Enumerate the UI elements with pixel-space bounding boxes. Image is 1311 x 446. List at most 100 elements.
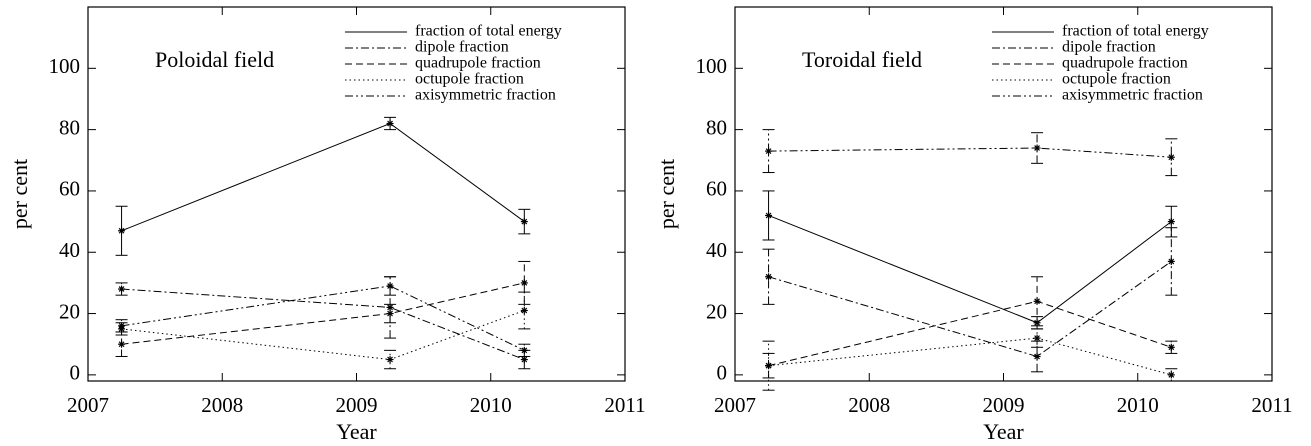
marker [118, 340, 126, 348]
x-tick-label: 2011 [1251, 393, 1292, 417]
marker-stroke [1168, 371, 1175, 378]
x-tick-label: 2008 [848, 393, 890, 417]
error-bar [518, 260, 531, 305]
panel-title: Poloidal field [155, 47, 274, 72]
marker [1167, 371, 1175, 379]
marker [1167, 257, 1175, 265]
marker [765, 211, 773, 219]
marker-stroke [521, 356, 528, 363]
legend-label: fraction of total energy [1062, 23, 1209, 40]
marker-stroke [765, 273, 772, 280]
y-tick-label: 40 [706, 238, 727, 262]
legend-label: axisymmetric fraction [1062, 87, 1203, 104]
marker-stroke [765, 148, 772, 154]
series-line [121, 285, 525, 351]
legend-label: axisymmetric fraction [415, 87, 556, 104]
x-tick-label: 2009 [983, 393, 1025, 417]
marker-stroke [118, 286, 125, 292]
marker-stroke [118, 341, 125, 348]
marker-stroke [1034, 145, 1040, 151]
marker [386, 310, 394, 318]
y-tick-label: 20 [59, 299, 80, 323]
y-axis-label: per cent [654, 159, 679, 229]
x-tick-label: 2010 [470, 393, 512, 417]
marker-stroke [387, 120, 393, 127]
marker-stroke [765, 212, 772, 219]
y-tick-label: 80 [59, 115, 80, 139]
x-tick-label: 2008 [201, 393, 243, 417]
panel-title: Toroidal field [802, 47, 922, 72]
legend-label: dipole fraction [1062, 39, 1156, 56]
marker [118, 322, 126, 330]
x-tick-label: 2009 [336, 393, 378, 417]
legend-label: fraction of total energy [415, 23, 562, 40]
marker [520, 279, 528, 287]
y-tick-label: 80 [706, 115, 727, 139]
y-tick-label: 40 [59, 238, 80, 262]
error-bar [1031, 132, 1044, 164]
marker-stroke [387, 283, 393, 289]
marker-stroke [118, 322, 125, 329]
marker [386, 119, 394, 127]
panel: 2007 2008 2009 2010 2011 0 20 40 60 80 100 Year per … [654, 6, 1293, 444]
marker-stroke [387, 310, 393, 317]
series-line [121, 310, 525, 361]
marker-stroke [1034, 298, 1040, 305]
error-bar [384, 303, 397, 324]
series-line [768, 261, 1172, 358]
marker [1167, 218, 1175, 226]
marker [1033, 334, 1041, 342]
marker [520, 356, 528, 364]
marker-stroke [1168, 218, 1175, 225]
series-line [121, 282, 525, 345]
marker [1167, 343, 1175, 351]
series-line [121, 288, 525, 361]
marker-stroke [118, 227, 125, 234]
legend-label: quadrupole fraction [1062, 55, 1188, 72]
error-bar [1165, 368, 1178, 382]
marker [1033, 297, 1041, 305]
x-tick-label: 2007 [714, 393, 756, 417]
y-tick-label: 20 [706, 299, 727, 323]
marker [118, 227, 126, 235]
marker-stroke [521, 218, 528, 225]
marker [386, 356, 394, 364]
marker-stroke [1168, 344, 1175, 351]
legend-label: dipole fraction [415, 39, 509, 56]
marker [520, 218, 528, 226]
marker-stroke [521, 347, 528, 354]
marker [1033, 144, 1041, 152]
error-bar [762, 340, 775, 391]
y-tick-label: 100 [49, 54, 81, 78]
marker-stroke [1168, 258, 1175, 265]
marker [1167, 153, 1175, 161]
marker [520, 306, 528, 314]
series-line [768, 300, 1172, 367]
marker-stroke [1034, 353, 1040, 360]
error-bar [384, 276, 397, 296]
y-tick-label: 0 [70, 361, 81, 385]
y-tick-label: 0 [717, 361, 728, 385]
marker [118, 285, 126, 293]
y-axis-label: per cent [7, 159, 32, 229]
marker-stroke [1034, 335, 1040, 341]
panel: 2007 2008 2009 2010 2011 0 20 40 60 80 100 Year per … [7, 6, 646, 444]
x-tick-label: 2010 [1117, 393, 1159, 417]
x-tick-label: 2011 [604, 393, 645, 417]
marker-stroke [387, 356, 393, 363]
marker-stroke [521, 307, 528, 314]
marker [765, 147, 773, 155]
marker [765, 362, 773, 370]
legend-label: quadrupole fraction [415, 55, 541, 72]
error-bar [1165, 138, 1178, 177]
series-line [768, 214, 1172, 324]
series-line [121, 122, 525, 232]
legend-label: octupole fraction [1062, 71, 1171, 88]
marker-stroke [765, 362, 772, 369]
y-tick-label: 60 [59, 177, 80, 201]
marker [520, 346, 528, 354]
marker-stroke [521, 280, 528, 286]
series-line [768, 337, 1172, 376]
x-tick-label: 2007 [67, 393, 109, 417]
